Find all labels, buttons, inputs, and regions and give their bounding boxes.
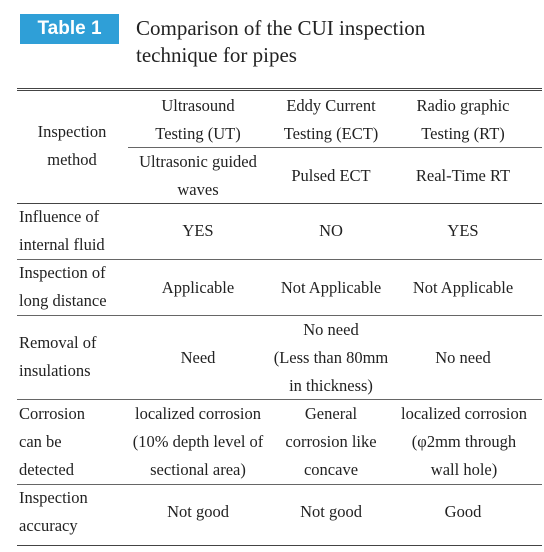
table-cell: Not good xyxy=(300,502,362,521)
table-cell: Not good xyxy=(167,502,229,521)
table-top-rule xyxy=(17,88,542,91)
table-cell: localized corrosion (10% depth level of … xyxy=(132,404,264,479)
column-header-rt: Radio graphic Testing (RT) xyxy=(416,96,510,143)
table-cell: No need (Less than 80mm in thickness) xyxy=(273,320,389,395)
row-label-insulations: Removal of insulations xyxy=(19,333,97,380)
row-rule xyxy=(17,399,542,400)
title-line: Comparison of the CUI inspection xyxy=(136,16,426,40)
table-cell: Good xyxy=(444,502,482,521)
table-cell: General corrosion like concave xyxy=(285,404,377,479)
method-ect: Pulsed ECT xyxy=(291,166,371,185)
table-number-badge: Table 1 xyxy=(20,14,119,44)
header-sub-rule xyxy=(128,147,542,148)
column-header-ect: Eddy Current Testing (ECT) xyxy=(283,96,379,143)
column-header-ut: Ultrasound Testing (UT) xyxy=(155,96,241,143)
table-cell: YES xyxy=(447,221,479,240)
table-cell: No need xyxy=(435,348,491,367)
table-title: Comparison of the CUI inspection techniq… xyxy=(136,15,536,69)
row-label-corrosion: Corrosion can be detected xyxy=(19,404,85,479)
row-label-long-distance: Inspection of long distance xyxy=(19,263,107,310)
table-cell: YES xyxy=(182,221,214,240)
method-rt: Real-Time RT xyxy=(415,166,511,185)
header-row-label: Inspection method xyxy=(37,122,107,169)
table-cell: Not Applicable xyxy=(412,278,514,297)
row-label-accuracy: Inspection accuracy xyxy=(19,488,88,535)
table-cell: localized corrosion (φ2mm through wall h… xyxy=(401,404,527,479)
method-ut: Ultrasonic guided waves xyxy=(139,152,257,199)
row-rule xyxy=(17,484,542,485)
row-rule xyxy=(17,315,542,316)
table-cell: Not Applicable xyxy=(280,278,382,297)
table-bottom-rule xyxy=(17,545,542,546)
table-cell: NO xyxy=(319,221,343,240)
header-bottom-rule xyxy=(17,203,542,204)
row-label-internal-fluid: Influence of internal fluid xyxy=(19,207,105,254)
title-line: technique for pipes xyxy=(136,43,297,67)
row-rule xyxy=(17,259,542,260)
table-cell: Need xyxy=(180,348,216,367)
table-cell: Applicable xyxy=(161,278,235,297)
